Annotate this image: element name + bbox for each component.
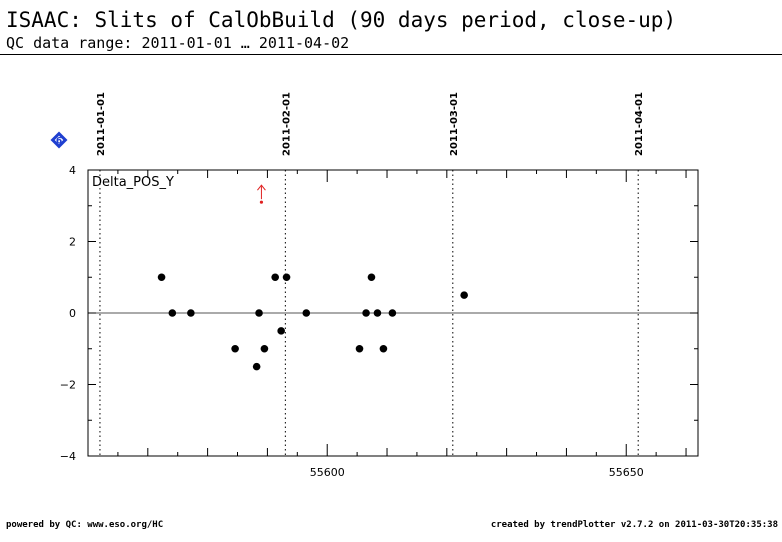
data-point bbox=[355, 344, 364, 353]
badge-count: 6 bbox=[56, 137, 62, 147]
panel-label: Delta_POS_Y bbox=[92, 175, 174, 190]
data-point bbox=[157, 273, 166, 282]
date-marker-label: 2011-01-01 bbox=[96, 92, 107, 156]
data-point bbox=[302, 309, 311, 317]
data-point bbox=[252, 362, 261, 371]
data-point bbox=[187, 309, 195, 317]
outlier-arrow-icon bbox=[257, 184, 266, 191]
data-point bbox=[260, 344, 269, 353]
date-marker-label: 2011-02-01 bbox=[281, 92, 292, 156]
data-point bbox=[282, 273, 291, 282]
chart-title: ISAAC: Slits of CalObBuild (90 days peri… bbox=[6, 8, 677, 32]
data-point bbox=[168, 309, 177, 317]
footer-powered-by: powered by QC: www.eso.org/HC bbox=[6, 520, 164, 530]
data-point bbox=[388, 309, 397, 317]
data-point bbox=[379, 344, 388, 353]
y-tick-label: 2 bbox=[69, 236, 76, 249]
footer-created-by: created by trendPlotter v2.7.2 on 2011-0… bbox=[490, 520, 778, 530]
data-point bbox=[367, 273, 376, 282]
badge-diamond-icon: 6 bbox=[50, 131, 68, 149]
x-tick-label: 55600 bbox=[310, 466, 345, 479]
date-marker-label: 2011-03-01 bbox=[449, 92, 460, 156]
y-tick-label: −4 bbox=[60, 450, 76, 463]
y-tick-label: −2 bbox=[60, 379, 76, 392]
data-point bbox=[460, 291, 468, 299]
x-tick-label: 55650 bbox=[609, 466, 644, 479]
y-tick-label: 4 bbox=[69, 164, 76, 177]
outlier-point bbox=[259, 200, 264, 204]
date-marker-label: 2011-04-01 bbox=[634, 92, 645, 156]
data-point bbox=[255, 309, 263, 317]
data-point bbox=[231, 344, 239, 353]
data-point bbox=[362, 309, 370, 317]
chart-subtitle: QC data range: 2011-01-01 … 2011-04-02 bbox=[6, 34, 350, 52]
header-divider bbox=[0, 54, 782, 55]
data-point bbox=[271, 273, 279, 282]
y-tick-label: 0 bbox=[69, 307, 76, 320]
data-point bbox=[373, 309, 382, 317]
data-point bbox=[277, 327, 285, 335]
